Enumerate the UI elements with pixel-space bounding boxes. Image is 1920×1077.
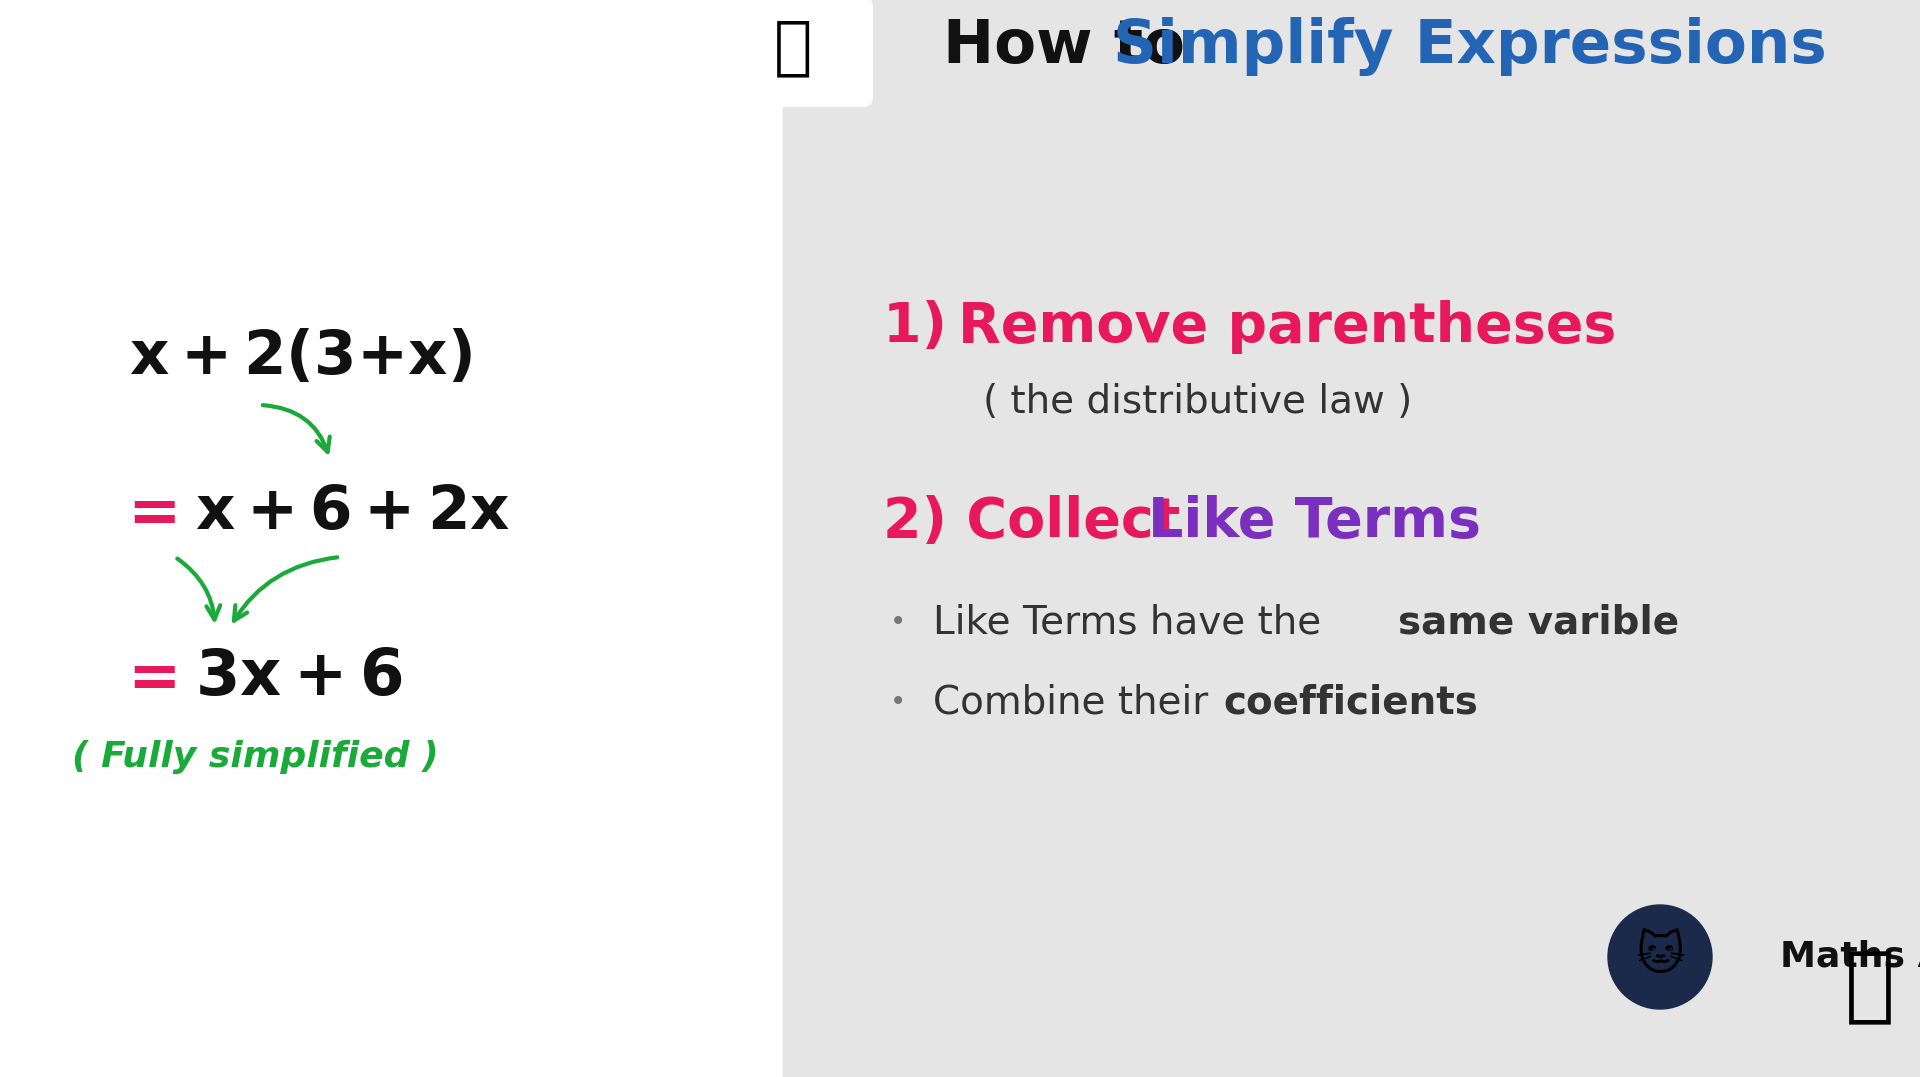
Text: Like Terms: Like Terms (1148, 495, 1480, 549)
Bar (783, 0, 1920, 1077)
Text: Simplify Expressions: Simplify Expressions (1114, 17, 1826, 76)
Text: $\mathbf{x + 6 + 2x}$: $\mathbf{x + 6 + 2x}$ (196, 482, 511, 542)
Text: Combine their: Combine their (933, 683, 1221, 721)
Text: Remove parentheses: Remove parentheses (958, 300, 1617, 354)
Text: •: • (889, 609, 906, 637)
Text: ( the distributive law ): ( the distributive law ) (983, 383, 1413, 421)
Bar (0, 0, 783, 1077)
Circle shape (1609, 905, 1713, 1009)
Text: 🐱: 🐱 (1636, 935, 1684, 979)
FancyBboxPatch shape (684, 0, 874, 107)
Text: 2) Collect: 2) Collect (883, 495, 1200, 549)
Text: Maths Angel: Maths Angel (1780, 940, 1920, 974)
Text: $\mathbf{=}$: $\mathbf{=}$ (115, 646, 177, 708)
Text: same varible: same varible (1398, 603, 1680, 641)
Text: Like Terms have the: Like Terms have the (933, 603, 1334, 641)
Text: $\mathbf{=}$: $\mathbf{=}$ (115, 481, 177, 543)
Text: ( Fully simplified ): ( Fully simplified ) (71, 740, 438, 774)
Text: $\mathbf{x + 2(3{+}x)}$: $\mathbf{x + 2(3{+}x)}$ (129, 327, 472, 387)
Text: 🔭: 🔭 (1845, 947, 1895, 1027)
Text: 🔦: 🔦 (774, 16, 812, 78)
Text: •: • (889, 688, 906, 716)
Text: How to: How to (943, 17, 1206, 76)
Text: 1): 1) (883, 300, 966, 354)
Text: $\mathbf{3x + 6}$: $\mathbf{3x + 6}$ (196, 646, 401, 708)
Text: coefficients: coefficients (1223, 683, 1478, 721)
